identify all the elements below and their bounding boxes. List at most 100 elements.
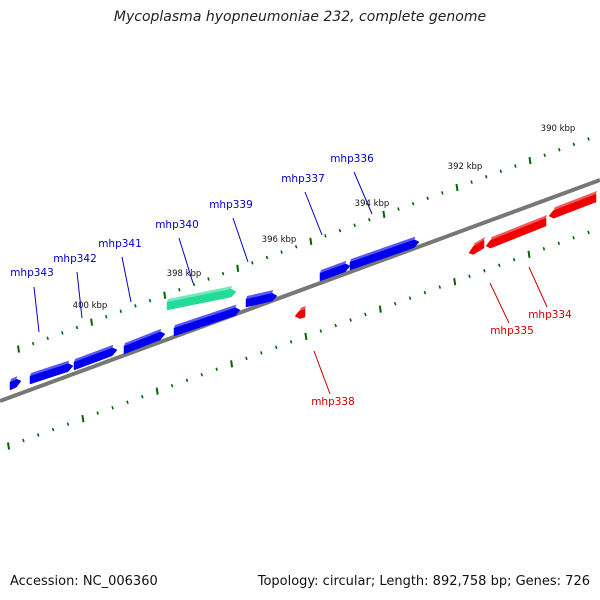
- gene-label[interactable]: mhp343: [10, 267, 54, 279]
- leader-line: [76, 271, 83, 319]
- gene-arrow[interactable]: [349, 236, 420, 271]
- minor-tick: [134, 304, 137, 308]
- gene-arrow[interactable]: [29, 360, 74, 385]
- leader-line: [304, 191, 323, 236]
- major-tick: [382, 210, 386, 219]
- minor-tick: [170, 383, 174, 388]
- minor-tick: [126, 400, 129, 404]
- gene-label[interactable]: mhp336: [330, 153, 374, 165]
- minor-tick: [483, 268, 486, 273]
- minor-tick: [280, 250, 283, 254]
- minor-tick: [557, 241, 561, 246]
- gene-arrow[interactable]: [173, 304, 241, 337]
- leader-line: [489, 282, 510, 324]
- minor-tick: [141, 394, 144, 399]
- minor-tick: [334, 323, 337, 328]
- gene-label[interactable]: mhp335: [490, 325, 534, 337]
- scale-label: 398 kbp: [167, 269, 202, 279]
- minor-tick: [192, 282, 196, 287]
- minor-tick: [207, 277, 210, 281]
- major-tick: [378, 305, 382, 313]
- minor-tick: [46, 336, 49, 340]
- minor-tick: [572, 236, 575, 240]
- gene-label[interactable]: mhp338: [311, 396, 355, 408]
- gene-arrow[interactable]: [123, 328, 166, 355]
- minor-tick: [66, 422, 70, 426]
- minor-tick: [319, 329, 323, 333]
- gene-arrow[interactable]: [485, 215, 547, 249]
- minor-tick: [364, 312, 367, 317]
- leader-line: [232, 217, 249, 263]
- minor-tick: [96, 411, 99, 415]
- minor-tick: [423, 290, 427, 295]
- gene-arrow[interactable]: [166, 286, 237, 311]
- minor-tick: [265, 255, 269, 260]
- minor-tick: [393, 301, 397, 306]
- minor-tick: [111, 405, 114, 410]
- major-tick: [81, 414, 85, 423]
- minor-tick: [200, 373, 204, 377]
- major-tick: [163, 291, 167, 299]
- scale-label: 392 kbp: [448, 162, 483, 172]
- minor-tick: [470, 180, 473, 184]
- minor-tick: [441, 191, 444, 195]
- minor-tick: [251, 261, 254, 265]
- major-tick: [90, 318, 94, 326]
- minor-tick: [51, 427, 55, 432]
- minor-tick: [498, 263, 501, 267]
- minor-tick: [512, 258, 516, 262]
- major-tick: [7, 442, 10, 450]
- gene-arrow[interactable]: [9, 376, 22, 391]
- gene-label[interactable]: mhp341: [98, 238, 142, 250]
- major-tick: [230, 360, 234, 368]
- minor-tick: [61, 331, 64, 335]
- leader-line: [528, 266, 548, 308]
- scale-label: 400 kbp: [73, 301, 108, 311]
- gene-arrow[interactable]: [468, 237, 485, 255]
- gene-label[interactable]: mhp340: [155, 219, 199, 231]
- minor-tick: [484, 174, 488, 179]
- major-tick: [304, 332, 308, 341]
- minor-tick: [75, 325, 79, 330]
- minor-tick: [178, 288, 181, 292]
- minor-tick: [22, 438, 25, 443]
- minor-tick: [349, 318, 352, 322]
- leader-line: [313, 350, 331, 395]
- scale-labels: 400 kbp 398 kbp 396 kbp 394 kbp 392 kbp 390 k…: [73, 124, 576, 311]
- gene-arrow[interactable]: [319, 260, 351, 282]
- gene-arrow[interactable]: [73, 344, 118, 371]
- gene-arrow[interactable]: [548, 191, 597, 219]
- minor-tick: [260, 351, 263, 355]
- gene-arrow[interactable]: [294, 306, 306, 319]
- genome-backbone: [0, 178, 600, 403]
- minor-tick: [408, 296, 412, 300]
- leader-line: [33, 286, 40, 333]
- minor-tick: [221, 271, 225, 276]
- scale-label: 394 kbp: [355, 199, 390, 209]
- minor-tick: [294, 244, 298, 249]
- minor-tick: [353, 223, 356, 227]
- minor-tick: [36, 433, 40, 437]
- minor-tick: [274, 345, 278, 350]
- gene-features: [9, 191, 597, 391]
- gene-label[interactable]: mhp337: [281, 173, 325, 185]
- gene-label[interactable]: mhp339: [209, 199, 253, 211]
- minor-tick: [572, 142, 576, 147]
- minor-tick: [426, 196, 429, 201]
- gene-label[interactable]: mhp342: [53, 253, 97, 265]
- minor-tick: [31, 341, 35, 346]
- scale-label: 390 kbp: [541, 124, 576, 134]
- minor-tick: [338, 228, 342, 233]
- minor-tick: [558, 148, 561, 152]
- major-tick: [528, 156, 532, 165]
- minor-tick: [543, 153, 546, 157]
- minor-tick: [542, 247, 546, 251]
- minor-tick: [587, 137, 590, 141]
- gene-label[interactable]: mhp334: [528, 309, 572, 321]
- minor-tick: [245, 356, 248, 361]
- gene-arrow[interactable]: [245, 290, 278, 308]
- scale-label: 396 kbp: [262, 235, 297, 245]
- leader-line: [121, 256, 132, 303]
